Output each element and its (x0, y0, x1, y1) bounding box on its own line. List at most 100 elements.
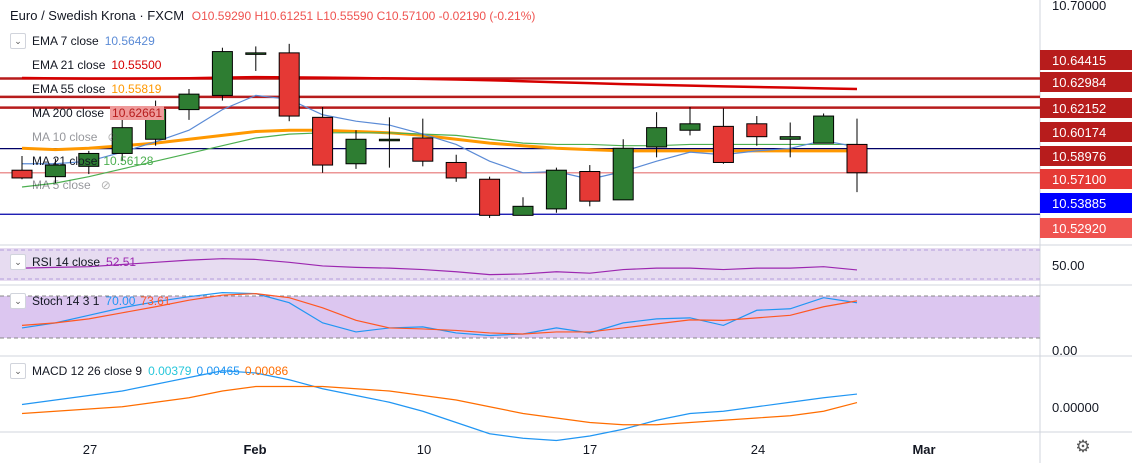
candle-body (779, 136, 801, 140)
candle-body (712, 125, 734, 163)
stoch-legend: ⌄ Stoch 14 3 1 70.00 73.61 (10, 293, 175, 309)
pane-axis-label: 0.00 (1052, 343, 1077, 358)
stoch-d-value: 73.61 (140, 294, 171, 308)
symbol-name: Euro / Swedish Krona (10, 8, 136, 23)
chevron-down-icon[interactable]: ⌄ (10, 254, 26, 270)
price-tag (1040, 72, 1132, 92)
indicator-label: MA 10 close (32, 130, 98, 144)
macd-signal-value: 0.00086 (244, 364, 289, 378)
rsi-label: RSI 14 close (32, 255, 101, 269)
eye-hidden-icon[interactable]: ⊘ (107, 130, 118, 144)
indicator-row[interactable]: MA 10 close ⊘ (10, 128, 117, 146)
price-tag (1040, 122, 1132, 142)
candle-body (378, 138, 400, 142)
indicator-row[interactable]: EMA 55 close 10.55819 (10, 80, 166, 98)
indicator-value: 10.56128 (103, 154, 154, 168)
exchange-name: FXCM (147, 8, 185, 23)
price-tag (1040, 146, 1132, 166)
ohlc-readout: O10.59290 H10.61251 L10.55590 C10.57100 … (191, 9, 536, 23)
rsi-value: 52.51 (106, 255, 137, 269)
stoch-k-value: 70.00 (105, 294, 136, 308)
candle-body (646, 127, 668, 148)
candle-body (44, 164, 66, 178)
chevron-down-icon[interactable]: ⌄ (10, 363, 26, 379)
indicator-row[interactable]: ⌄ EMA 7 close 10.56429 (10, 32, 160, 50)
candle-body (11, 169, 33, 179)
price-tag-label: 10.58976 (1052, 149, 1106, 164)
price-tag-label: 10.60174 (1052, 125, 1106, 140)
candle-body (846, 143, 868, 174)
price-tag (1040, 98, 1132, 118)
price-axis-top-label: 10.70000 (1052, 0, 1106, 13)
gear-icon[interactable]: ⚙ (1075, 437, 1091, 456)
time-axis-label: 17 (583, 442, 597, 457)
time-axis-label: 10 (417, 442, 431, 457)
pane-axis-label: 0.00000 (1052, 400, 1099, 415)
indicator-value: 10.56429 (104, 34, 155, 48)
indicator-label: MA 5 close (32, 178, 91, 192)
candle-body (111, 127, 133, 154)
eye-hidden-icon[interactable]: ⊘ (100, 178, 111, 192)
candle-body (813, 115, 835, 144)
macd-signal-line (21, 385, 858, 426)
price-tag-label: 10.57100 (1052, 172, 1106, 187)
rsi-legend: ⌄ RSI 14 close 52.51 (10, 254, 141, 270)
candle-body (211, 51, 233, 96)
time-axis-label: 27 (83, 442, 97, 457)
macd-label: MACD 12 26 close 9 (32, 364, 143, 378)
indicator-label: EMA 21 close (32, 58, 106, 72)
candle-body (245, 52, 267, 55)
price-tag-label: 10.52920 (1052, 221, 1106, 236)
candle-body (278, 52, 300, 117)
stoch-d-line (21, 293, 858, 335)
price-tag (1040, 218, 1132, 238)
indicator-label: MA 200 close (32, 106, 105, 120)
chevron-down-icon[interactable]: ⌄ (10, 33, 26, 49)
indicator-label: EMA 7 close (32, 34, 99, 48)
candle-body (746, 123, 768, 138)
indicator-label: EMA 55 close (32, 82, 106, 96)
pane-axis-label: 50.00 (1052, 258, 1085, 273)
price-tag-label: 10.62984 (1052, 75, 1106, 90)
indicator-row[interactable]: MA 200 close 10.62661 (10, 104, 169, 122)
price-tag-label: 10.53885 (1052, 196, 1106, 211)
candle-body (512, 205, 534, 216)
price-tag (1040, 169, 1132, 189)
rsi-line (21, 258, 858, 276)
time-axis-label: 24 (751, 442, 765, 457)
price-tag-label: 10.62152 (1052, 101, 1106, 116)
candle-body (612, 147, 634, 201)
rsi-band (0, 248, 1040, 281)
indicator-row[interactable]: MA 5 close ⊘ (10, 176, 111, 194)
stoch-label: Stoch 14 3 1 (32, 294, 100, 308)
candle-body (312, 116, 334, 166)
indicator-value: 10.62661 (110, 106, 165, 120)
candle-body (679, 123, 701, 131)
candle-body (412, 137, 434, 162)
candle-body (178, 93, 200, 111)
macd-line (21, 370, 858, 442)
macd-legend: ⌄ MACD 12 26 close 9 0.00379 0.00465 0.0… (10, 363, 293, 379)
candle-body (579, 171, 601, 202)
symbol-header: Euro / Swedish Krona · FXCM O10.59290 H1… (10, 8, 536, 23)
time-axis-label: Mar (912, 442, 935, 457)
candle-body (345, 138, 367, 165)
indicator-value: 10.55500 (111, 58, 162, 72)
chevron-down-icon[interactable]: ⌄ (10, 293, 26, 309)
indicator-label: MA 21 close (32, 154, 98, 168)
candle-body (479, 178, 501, 216)
macd-value: 0.00465 (196, 364, 240, 378)
indicator-row[interactable]: MA 21 close 10.56128 (10, 152, 158, 170)
candle-body (78, 152, 100, 167)
indicator-value: 10.55819 (111, 82, 162, 96)
macd-hist-value: 0.00379 (148, 364, 192, 378)
candle-body (445, 161, 467, 179)
price-tag (1040, 193, 1132, 213)
price-tag-label: 10.64415 (1052, 53, 1106, 68)
indicator-row[interactable]: EMA 21 close 10.55500 (10, 56, 166, 74)
ema21-line (21, 75, 858, 91)
candle-body (545, 169, 567, 210)
time-axis-label: Feb (243, 442, 266, 457)
price-tag (1040, 50, 1132, 70)
